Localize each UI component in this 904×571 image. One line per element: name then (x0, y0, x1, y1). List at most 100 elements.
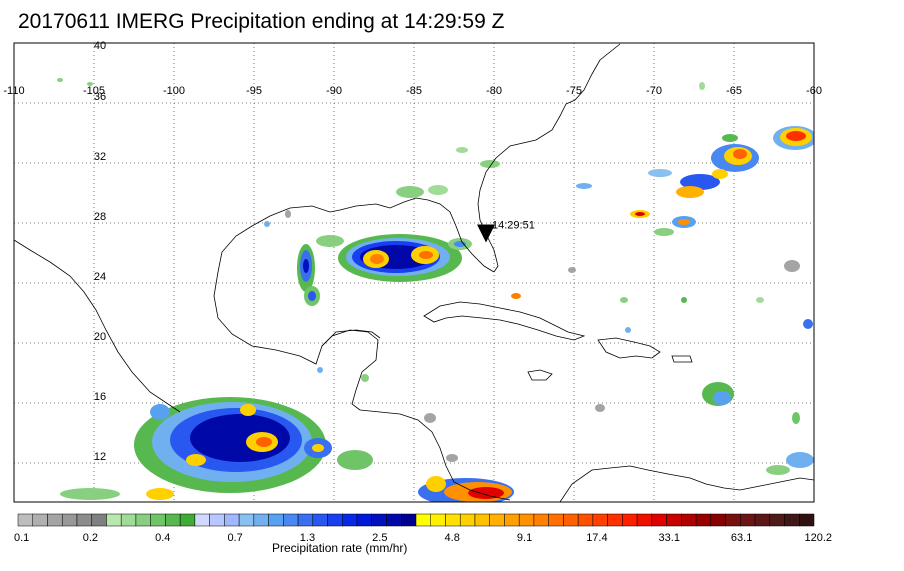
colorbar-swatch (268, 513, 284, 527)
colorbar-swatch (489, 513, 505, 527)
colorbar-swatch (710, 513, 726, 527)
longitude-label: -80 (486, 85, 502, 97)
longitude-label: -95 (246, 85, 262, 97)
colorbar-swatch (784, 513, 800, 527)
colorbar-swatch (725, 513, 741, 527)
longitude-label: -110 (3, 85, 24, 97)
colorbar-tick-label: 0.1 (14, 532, 29, 544)
colorbar-tick-label: 1.3 (300, 532, 315, 544)
jamaica (527, 369, 553, 381)
colorbar-swatch (415, 513, 431, 527)
longitude-label: -75 (566, 85, 582, 97)
colorbar-swatch (695, 513, 712, 527)
colorbar-swatch (194, 513, 210, 527)
latitude-label: 16 (94, 391, 106, 403)
central-america-pacific (14, 239, 181, 413)
precip-central-america-system (60, 397, 814, 502)
colorbar-swatch (607, 513, 623, 527)
colorbar-swatch (592, 513, 608, 527)
precip-atlantic-band (456, 126, 814, 424)
colorbar-swatch (61, 513, 78, 527)
colorbar-swatch (563, 513, 579, 527)
colorbar-swatch (386, 513, 402, 527)
longitude-label: -105 (83, 85, 105, 97)
longitude-label: -65 (726, 85, 742, 97)
colorbar-swatch (342, 513, 358, 527)
colorbar-tick-label: 33.1 (659, 532, 680, 544)
overpass-marker-triangle (477, 224, 495, 243)
colorbar-swatch (120, 513, 137, 527)
colorbar-tick-label: 0.2 (83, 532, 98, 544)
longitude-label: -70 (646, 85, 662, 97)
florida-gulf-coast (217, 197, 495, 273)
colorbar-swatch (179, 513, 196, 527)
colorbar-swatch (238, 513, 255, 527)
colorbar-swatch (577, 513, 594, 527)
longitude-labels: -110 -105 -100 -95 -90 -85 -80 -75 -70 -65 -60 (3, 85, 822, 97)
longitude-label: -60 (806, 85, 822, 97)
longitude-label: -85 (406, 85, 422, 97)
colorbar-swatch (681, 513, 697, 527)
overpass-time-label: 14:29:51 (492, 220, 535, 232)
cuba (423, 301, 586, 341)
longitude-label: -90 (326, 85, 342, 97)
colorbar-tick-label: 0.7 (227, 532, 242, 544)
colorbar-swatch (165, 513, 181, 527)
colorbar-swatch (754, 513, 771, 527)
map-frame (13, 42, 815, 503)
precip-scattered-cells (57, 78, 764, 462)
colorbar-swatch (209, 513, 225, 527)
colorbar-swatch (76, 513, 92, 527)
precipitation-cells (57, 78, 814, 502)
colorbar-tick-label: 9.1 (517, 532, 532, 544)
colorbar-tick-label: 4.8 (445, 532, 460, 544)
central-america-coast (359, 409, 511, 501)
colorbar-swatch (548, 513, 564, 527)
colorbar-swatch (474, 513, 490, 527)
us-east-coast (477, 43, 621, 273)
longitude-label: -100 (163, 85, 185, 97)
colorbar (17, 513, 815, 527)
colorbar-swatch (283, 513, 299, 527)
colorbar-swatch (17, 513, 33, 527)
colorbar-swatch (430, 513, 446, 527)
colorbar-tick-label: 0.4 (155, 532, 170, 544)
colorbar-swatch (253, 513, 269, 527)
colorbar-tick-label: 63.1 (731, 532, 752, 544)
colorbar-swatch (224, 513, 240, 527)
colorbar-swatch (32, 513, 48, 527)
colorbar-swatch (636, 513, 653, 527)
colorbar-title: Precipitation rate (mm/hr) (272, 541, 408, 555)
puerto-rico (671, 355, 693, 363)
latitude-label: 28 (94, 211, 106, 223)
colorbar-swatch (651, 513, 667, 527)
latitude-label: 40 (94, 40, 106, 52)
colorbar-tick-label: 120.2 (804, 532, 832, 544)
colorbar-swatch (622, 513, 638, 527)
colorbar-swatch (518, 513, 535, 527)
latitude-labels: 40 36 32 28 24 20 16 12 (94, 40, 106, 463)
colorbar-swatch (371, 513, 387, 527)
colorbar-swatch (47, 513, 63, 527)
colorbar-swatch (769, 513, 785, 527)
colorbar-swatch (740, 513, 756, 527)
colorbar-swatch (150, 513, 166, 527)
colorbar-swatch (445, 513, 461, 527)
latitude-label: 24 (94, 271, 106, 283)
precip-gulf-system (264, 185, 472, 306)
colorbar-swatch (297, 513, 314, 527)
south-america-coast (559, 465, 814, 502)
colorbar-swatch (401, 513, 417, 527)
colorbar-swatch (312, 513, 328, 527)
colorbar-tick-label: 2.5 (372, 532, 387, 544)
overpass-marker: 14:29:51 (477, 220, 535, 243)
colorbar-tick-labels: 0.1 0.2 0.4 0.7 1.3 2.5 4.8 9.1 17.4 33.1 63.1 120.… (14, 532, 832, 544)
latitude-label: 12 (94, 451, 106, 463)
colorbar-tick-label: 17.4 (586, 532, 607, 544)
latitude-label: 32 (94, 151, 106, 163)
colorbar-swatch (106, 513, 122, 527)
colorbar-swatch (799, 513, 815, 527)
colorbar-swatch (533, 513, 549, 527)
map-title: 20170611 IMERG Precipitation ending at 1… (18, 10, 505, 33)
